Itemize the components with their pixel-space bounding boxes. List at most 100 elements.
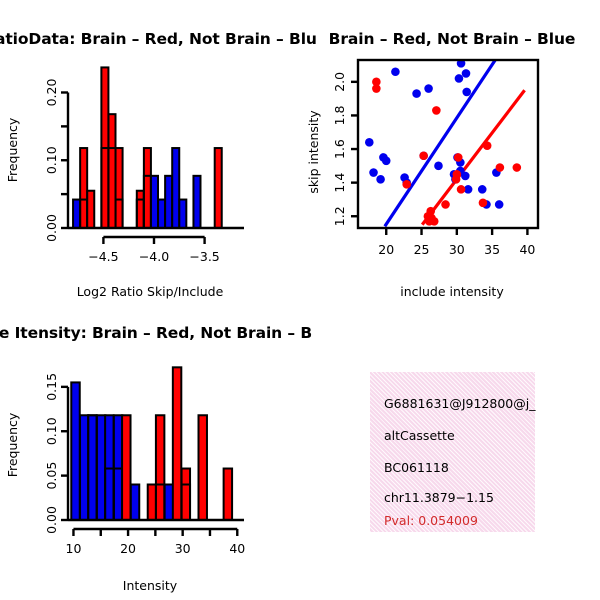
scatter-axes: 20 25 30 35 40 1.2 1.4 1.6 1.8 2.0 <box>332 58 540 257</box>
scatter-point <box>402 180 412 189</box>
histogram-bar <box>72 198 82 230</box>
histogram-bar <box>70 381 81 522</box>
histogram-bar <box>197 414 208 521</box>
scatter-point <box>463 185 473 194</box>
intensity-histogram-svg: ne Itensity: Brain – Red, Not Brain – B … <box>0 324 312 593</box>
scatter-point <box>441 200 450 209</box>
histogram-bar <box>121 414 132 521</box>
info-line-accession: BC061118 <box>384 460 449 475</box>
scatter-svg: Brain – Red, Not Brain – Blue 20 25 30 35 40… <box>306 30 576 299</box>
histogram-bar <box>107 113 117 229</box>
x-axis-tick-label: 30 <box>175 541 191 556</box>
transcript-info-box: G6881631@J912800@j_ altCassette BC061118… <box>370 372 535 532</box>
scatter-point <box>376 174 385 184</box>
scatter-points-group <box>364 60 526 228</box>
ratio-histogram-bars <box>72 66 223 230</box>
y-axis-tick-label: 0.00 <box>44 214 59 242</box>
scatter-title: Brain – Red, Not Brain – Blue <box>329 30 576 48</box>
y-axis-tick-label: 0.10 <box>44 146 59 174</box>
histogram-bar <box>192 174 202 229</box>
x-axis-tick-label: 30 <box>449 242 465 257</box>
scatter-point <box>434 161 443 171</box>
y-axis-tick-label: 1.8 <box>332 105 347 125</box>
scatter-point <box>364 138 374 147</box>
scatter-point <box>482 141 492 150</box>
histogram-bar <box>222 467 234 522</box>
scatter-ylabel: skip intensity <box>306 110 321 194</box>
scatter-point <box>453 153 463 162</box>
info-line-gene-id: G6881631@J912800@j_ <box>384 396 536 411</box>
intensity-histogram-bars <box>70 366 234 522</box>
scatter-point <box>461 69 471 78</box>
scatter-point <box>369 168 378 177</box>
intensity-histogram-xlabel: Intensity <box>123 578 178 593</box>
histogram-bar <box>213 147 223 229</box>
scatter-point <box>495 163 505 172</box>
regression-line <box>420 89 526 226</box>
histogram-bar <box>171 147 181 229</box>
y-axis-tick-label: 0.05 <box>44 462 59 490</box>
x-axis-tick-label: 20 <box>378 242 394 257</box>
x-axis-tick-label: 40 <box>519 242 535 257</box>
plot-frame <box>356 58 540 230</box>
scatter-point <box>462 87 472 97</box>
scatter-point <box>456 185 466 194</box>
x-axis-tick-label: −3.5 <box>189 249 219 264</box>
histogram-bar <box>142 147 152 229</box>
scatter-point <box>432 106 441 115</box>
x-axis-tick-label: 35 <box>484 242 500 257</box>
ratio-histogram-svg: RatioData: Brain – Red, Not Brain – Blu … <box>0 30 317 299</box>
scatter-point <box>424 216 434 226</box>
y-axis-tick-label: 0.20 <box>44 79 59 107</box>
histogram-bar <box>154 414 166 521</box>
histogram-bar <box>79 147 89 229</box>
scatter-point <box>494 200 504 209</box>
scatter-point <box>456 60 466 68</box>
histogram-bar <box>135 189 145 229</box>
scatter-point <box>478 198 488 208</box>
y-axis-tick-label: 1.4 <box>332 173 347 193</box>
x-axis-tick-label: −4.0 <box>139 249 169 264</box>
intensity-histogram-axes: 0.00 0.05 0.10 0.15 10 20 30 40 <box>44 373 245 556</box>
histogram-bar <box>180 467 192 522</box>
histogram-bar <box>87 414 98 521</box>
ratio-histogram-ylabel: Frequency <box>5 117 20 182</box>
x-axis-tick-label: 10 <box>66 541 82 556</box>
scatter-point <box>424 84 433 93</box>
scatter-point <box>372 84 381 93</box>
x-axis-tick-label: −4.5 <box>88 249 118 264</box>
scatter-point <box>477 185 487 194</box>
y-axis-tick-label: 0.10 <box>44 417 59 445</box>
panel-intensity-histogram: ne Itensity: Brain – Red, Not Brain – B … <box>0 300 312 600</box>
y-axis-tick-label: 0.00 <box>44 506 59 534</box>
ratio-histogram-xlabel: Log2 Ratio Skip/Include <box>77 284 224 299</box>
x-axis-tick-label: 25 <box>414 242 430 257</box>
ratio-histogram-title: RatioData: Brain – Red, Not Brain – Blu <box>0 30 317 48</box>
x-axis-tick-label: 20 <box>120 541 136 556</box>
scatter-point <box>391 67 400 77</box>
y-axis-tick-label: 1.2 <box>332 206 347 226</box>
histogram-bar <box>149 174 159 229</box>
histogram-bar <box>157 198 167 230</box>
scatter-point <box>412 89 421 98</box>
histogram-bar <box>178 198 188 230</box>
regression-line <box>383 60 498 228</box>
panel-intensity-scatter: Brain – Red, Not Brain – Blue 20 25 30 35 40… <box>300 0 600 310</box>
panel-ratio-histogram: RatioData: Brain – Red, Not Brain – Blu … <box>0 0 317 310</box>
scatter-point <box>419 151 428 161</box>
histogram-bar <box>86 189 96 229</box>
y-axis-tick-label: 0.15 <box>44 373 59 401</box>
info-line-locus: chr11.3879−1.15 <box>384 490 494 505</box>
y-axis-tick-label: 1.6 <box>332 139 347 159</box>
scatter-xlabel: include intensity <box>400 284 504 299</box>
histogram-bar <box>129 483 141 522</box>
histogram-bar <box>164 174 174 229</box>
histogram-bar <box>171 366 183 522</box>
scatter-point <box>460 171 470 181</box>
info-line-pvalue: Pval: 0.054009 <box>384 513 478 528</box>
scatter-point <box>451 174 461 184</box>
scatter-point <box>381 156 391 166</box>
x-axis-tick-label: 40 <box>229 541 245 556</box>
intensity-histogram-ylabel: Frequency <box>5 412 20 477</box>
scatter-point <box>512 163 522 172</box>
